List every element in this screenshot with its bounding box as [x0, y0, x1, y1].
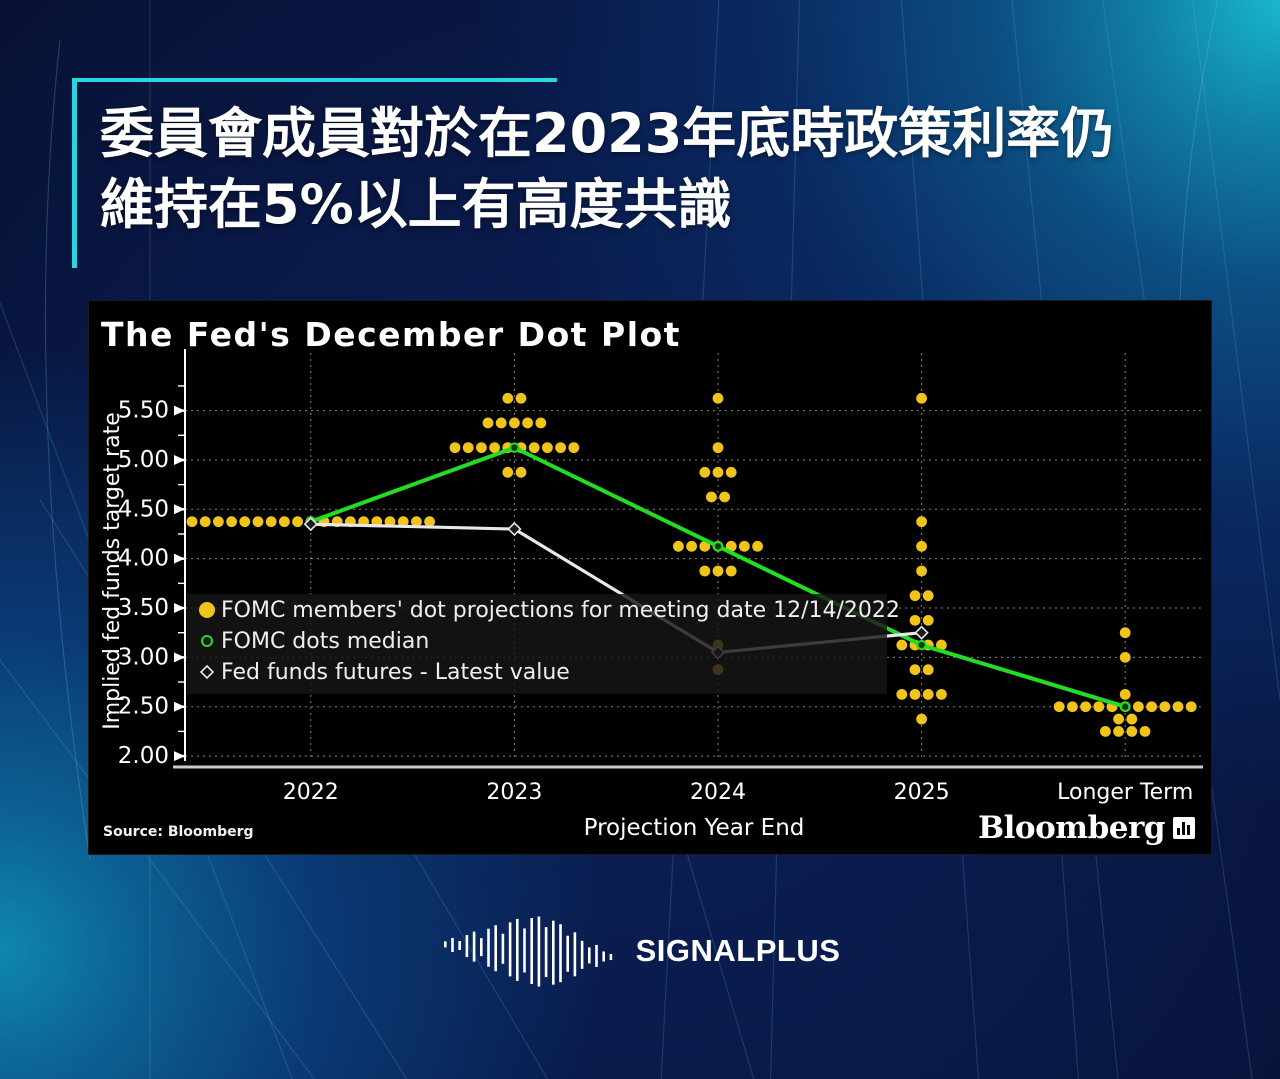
svg-text:Longer Term: Longer Term [1057, 780, 1193, 805]
svg-text:4.00: 4.00 [118, 546, 169, 572]
chart-card: The Fed's December Dot Plot 2.00 2.50 3.00… [88, 300, 1212, 855]
svg-text:2.50: 2.50 [118, 694, 169, 720]
svg-text:2024: 2024 [690, 780, 746, 805]
accent-bar-horizontal [72, 78, 557, 82]
svg-text:2.00: 2.00 [118, 743, 169, 769]
waveform-icon [443, 916, 612, 987]
svg-text:FOMC dots median: FOMC dots median [221, 629, 429, 654]
svg-text:Implied fed funds target rate: Implied fed funds target rate [100, 412, 125, 729]
svg-text:FOMC members' dot projections: FOMC members' dot projections for meetin… [221, 598, 900, 623]
svg-text:5.00: 5.00 [118, 447, 169, 473]
brand-name: SIGNALPLUS [635, 933, 841, 968]
svg-text:Projection Year End: Projection Year End [584, 815, 805, 841]
page-title: 委員會成員對於在2023年底時政策利率仍 維持在5%以上有高度共識 [72, 78, 1252, 241]
svg-text:3.50: 3.50 [118, 595, 169, 621]
chart-title: The Fed's December Dot Plot [101, 315, 681, 354]
svg-text:Fed funds futures - Latest val: Fed funds futures - Latest value [221, 660, 570, 685]
dot-plot-figure: 2.00 2.50 3.00 3.50 4.00 4.50 5.00 5.50 2022 2023… [100, 349, 1203, 841]
bloomberg-logo: Bloomberg [978, 810, 1195, 846]
svg-text:5.50: 5.50 [118, 398, 169, 424]
svg-text:4.50: 4.50 [118, 496, 169, 522]
signalplus-logo: SIGNALPLUS [0, 915, 1280, 987]
svg-text:3.00: 3.00 [118, 644, 169, 670]
bloomberg-bars-icon [1173, 817, 1195, 839]
bloomberg-wordmark: Bloomberg [977, 810, 1166, 846]
headline-line-2: 維持在5%以上有高度共識 [100, 173, 732, 237]
svg-text:2025: 2025 [894, 780, 950, 805]
headline-line-1: 委員會成員對於在2023年底時政策利率仍 [100, 102, 1115, 165]
svg-text:2023: 2023 [486, 780, 542, 805]
headline-block: 委員會成員對於在2023年底時政策利率仍 維持在5%以上有高度共識 [72, 78, 1252, 268]
svg-text:2022: 2022 [283, 780, 339, 805]
source-label: Source: Bloomberg [103, 824, 254, 840]
accent-bar-vertical [72, 78, 77, 268]
